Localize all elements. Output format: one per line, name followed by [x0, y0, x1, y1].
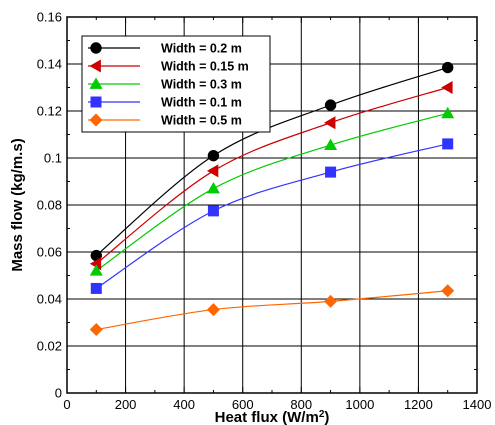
x-tick-label: 1400 — [463, 397, 492, 412]
y-tick-label: 0.02 — [37, 339, 62, 354]
y-tick-label: 0 — [55, 386, 62, 401]
data-point — [441, 284, 455, 298]
data-point — [441, 81, 453, 94]
data-point — [89, 323, 103, 337]
y-tick-label: 0.08 — [37, 198, 62, 213]
data-point — [206, 182, 220, 194]
data-point — [442, 61, 454, 74]
x-tick-label: 0 — [63, 397, 70, 412]
y-tick-label: 0.12 — [37, 104, 62, 119]
x-tick-label: 400 — [173, 397, 195, 412]
series-line-1 — [95, 86, 448, 265]
data-point — [90, 282, 102, 294]
legend: Width = 0.2 m Width = 0.15 m Width = 0.3 m… — [81, 35, 271, 133]
legend-marker — [90, 96, 102, 108]
legend-label: Width = 0.3 m — [161, 78, 242, 92]
x-tick-label: 200 — [115, 397, 137, 412]
data-point — [325, 166, 337, 178]
legend-marker — [89, 59, 101, 73]
legend-label: Width = 0.15 m — [161, 60, 249, 74]
data-point — [206, 303, 220, 317]
legend-label: Width = 0.1 m — [161, 96, 242, 110]
data-point — [206, 164, 219, 178]
series-line-3 — [95, 143, 448, 289]
legend-marker — [89, 77, 103, 89]
data-point — [89, 257, 102, 271]
y-tick-label: 0.16 — [37, 10, 62, 25]
x-tick-label: 1000 — [345, 397, 374, 412]
legend-marker — [90, 42, 102, 54]
data-point — [324, 99, 337, 111]
data-point — [207, 149, 220, 162]
data-point — [442, 138, 454, 150]
legend-label: Width = 0.2 m — [161, 42, 242, 56]
data-point — [441, 106, 455, 119]
series-markers — [89, 61, 455, 337]
data-point — [324, 116, 336, 130]
legend-marker — [89, 113, 103, 127]
data-point — [89, 264, 103, 276]
y-axis-title: Mass flow (kg/m.s) — [9, 138, 26, 271]
y-tick-label: 0.14 — [37, 57, 62, 72]
y-tick-label: 0.1 — [44, 151, 62, 166]
y-tick-label: 0.04 — [37, 292, 62, 307]
x-tick-label: 600 — [232, 397, 254, 412]
data-point — [324, 294, 338, 308]
y-tick-label: 0.06 — [37, 245, 62, 260]
x-tick-label: 1200 — [404, 397, 433, 412]
series-line-4 — [96, 290, 448, 331]
x-tick-label: 800 — [290, 397, 312, 412]
x-axis-title: Heat flux (W/m2) — [215, 409, 330, 425]
series-line-2 — [95, 112, 448, 272]
legend-label: Width = 0.5 m — [161, 114, 242, 128]
data-point — [324, 138, 338, 150]
axis-ticks: 0 200 400 600 800 1000 1200 1400 0 0.02 0.04 0.06 0.… — [37, 10, 492, 413]
data-point — [90, 249, 102, 262]
data-point — [207, 205, 219, 217]
